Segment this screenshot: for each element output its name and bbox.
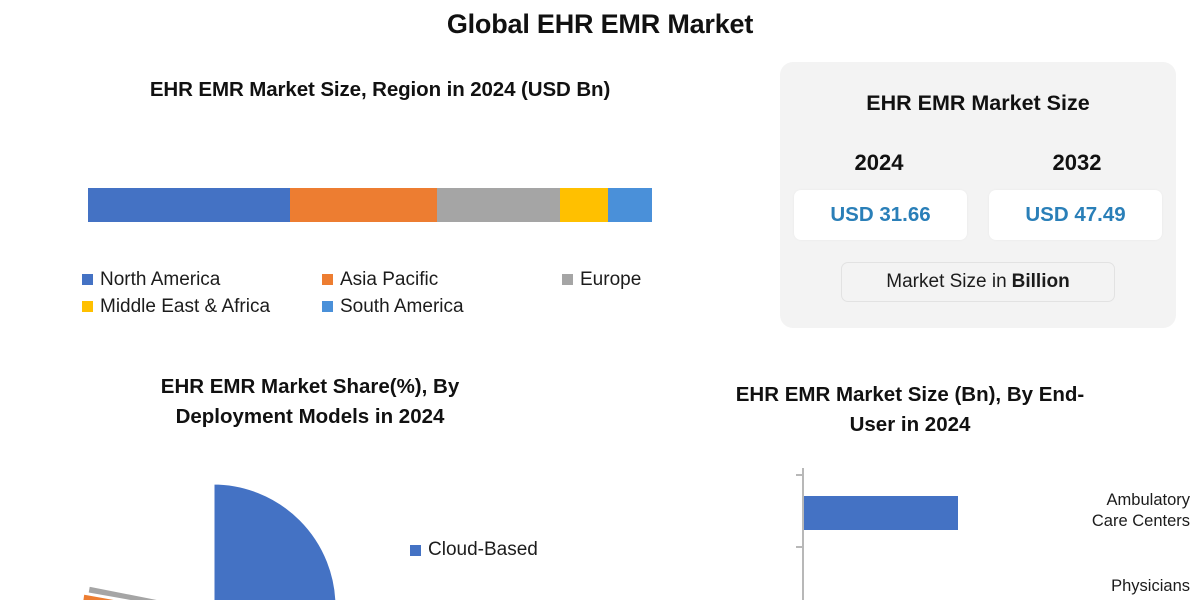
bar-segment-middle-east-africa bbox=[560, 188, 608, 222]
legend-item-middle-east-africa: Middle East & Africa bbox=[82, 296, 322, 318]
enduser-plot-area: Ambulatory Care Centers Physicians bbox=[620, 468, 1200, 600]
category-label-line-1: Ambulatory bbox=[1106, 491, 1190, 509]
region-stacked-bar bbox=[88, 188, 652, 222]
bar-segment-asia-pacific bbox=[289, 188, 438, 222]
legend-label: South America bbox=[340, 295, 464, 317]
legend-label: Asia Pacific bbox=[340, 268, 439, 290]
enduser-chart-title: EHR EMR Market Size (Bn), By End- User i… bbox=[660, 380, 1160, 440]
pie-title-line-2: Deployment Models in 2024 bbox=[175, 405, 445, 428]
pie-legend-label: Cloud-Based bbox=[428, 539, 538, 560]
market-size-summary-card: EHR EMR Market Size 2024 2032 USD 31.66 … bbox=[780, 62, 1176, 328]
unit-prefix-label: Market Size in bbox=[886, 271, 1007, 292]
axis-tick bbox=[796, 546, 803, 548]
summary-card-title: EHR EMR Market Size bbox=[866, 91, 1090, 115]
pie-svg bbox=[80, 481, 339, 600]
legend-row-2: Middle East & Africa South America bbox=[82, 293, 682, 320]
legend-item-europe: Europe bbox=[562, 269, 641, 291]
legend-swatch-icon bbox=[82, 274, 93, 285]
pie-slice-cloud-based bbox=[211, 481, 339, 600]
legend-swatch-icon bbox=[562, 274, 573, 285]
legend-label: Europe bbox=[580, 268, 642, 290]
category-label-ambulatory-care-centers: Ambulatory Care Centers bbox=[1028, 490, 1200, 532]
market-size-unit-box: Market Size in Billion bbox=[841, 262, 1115, 302]
page-title: Global EHR EMR Market bbox=[446, 9, 754, 39]
legend-swatch-icon bbox=[410, 544, 421, 556]
bar-ambulatory-care-centers bbox=[804, 496, 958, 530]
category-label-line-2: Care Centers bbox=[1091, 512, 1190, 530]
enduser-title-line-2: User in 2024 bbox=[849, 413, 971, 436]
value-box-2032: USD 47.49 bbox=[989, 190, 1162, 240]
pie-chart-legend: Cloud-Based bbox=[410, 539, 538, 561]
legend-item-asia-pacific: Asia Pacific bbox=[322, 269, 562, 291]
bar-segment-north-america bbox=[88, 188, 290, 222]
category-label-physicians: Physicians bbox=[1028, 576, 1200, 597]
category-axis-line bbox=[802, 468, 804, 600]
summary-value-row: USD 31.66 USD 47.49 bbox=[794, 190, 1162, 240]
pie-chart-title: EHR EMR Market Share(%), By Deployment M… bbox=[60, 372, 560, 432]
enduser-chart-section: EHR EMR Market Size (Bn), By End- User i… bbox=[620, 380, 1200, 600]
enduser-title-line-1: EHR EMR Market Size (Bn), By End- bbox=[735, 383, 1085, 406]
deployment-pie-section: EHR EMR Market Share(%), By Deployment M… bbox=[0, 372, 620, 600]
summary-year-row: 2024 2032 bbox=[780, 150, 1176, 176]
legend-swatch-icon bbox=[322, 301, 333, 312]
deployment-pie-chart bbox=[80, 477, 343, 600]
legend-row-1: North America Asia Pacific Europe bbox=[82, 266, 682, 293]
region-chart-legend: North America Asia Pacific Europe Middle… bbox=[82, 266, 682, 320]
legend-label: North America bbox=[100, 268, 221, 290]
value-box-2024: USD 31.66 bbox=[794, 190, 967, 240]
year-label-2024: 2024 bbox=[854, 150, 904, 175]
legend-item-south-america: South America bbox=[322, 296, 464, 318]
category-label-text: Physicians bbox=[1111, 577, 1190, 595]
legend-swatch-icon bbox=[82, 301, 93, 312]
bar-segment-europe bbox=[437, 188, 561, 222]
legend-label: Middle East & Africa bbox=[100, 295, 271, 317]
unit-bold-label: Billion bbox=[1011, 271, 1070, 292]
axis-tick bbox=[796, 474, 803, 476]
year-label-2032: 2032 bbox=[1052, 150, 1102, 175]
pie-slice-orange bbox=[80, 591, 131, 600]
pie-title-line-1: EHR EMR Market Share(%), By bbox=[160, 375, 460, 398]
region-chart-section: EHR EMR Market Size, Region in 2024 (USD… bbox=[0, 78, 760, 328]
legend-swatch-icon bbox=[322, 274, 333, 285]
bar-segment-south-america bbox=[607, 188, 652, 222]
region-chart-title: EHR EMR Market Size, Region in 2024 (USD… bbox=[149, 78, 611, 101]
legend-item-north-america: North America bbox=[82, 269, 322, 291]
